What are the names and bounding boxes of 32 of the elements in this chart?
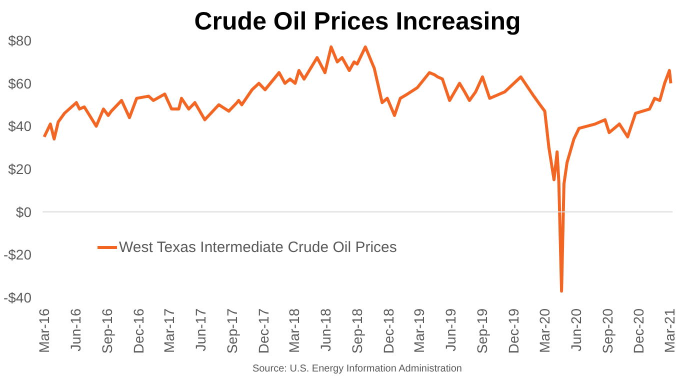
line-series xyxy=(42,45,672,293)
x-tick-label: Sep-19 xyxy=(474,308,490,354)
x-tick-label: Mar-17 xyxy=(161,308,178,353)
x-tick-label: Jun-16 xyxy=(68,308,84,352)
x-tick-label: Dec-20 xyxy=(630,308,647,354)
x-tick-label: Dec-18 xyxy=(380,308,396,354)
y-tick-label: -$20 xyxy=(3,246,32,263)
source-note: Source: U.S. Energy Information Administration xyxy=(252,364,462,374)
y-tick-label: $80 xyxy=(8,32,32,48)
x-tick-label: Dec-16 xyxy=(130,308,146,354)
x-tick-label: Mar-18 xyxy=(286,308,302,353)
x-tick-label: Jun-18 xyxy=(318,308,334,352)
chart-title: Crude Oil Prices Increasing xyxy=(194,8,521,36)
x-tick-label: Mar-21 xyxy=(661,308,678,353)
legend-label: West Texas Intermediate Crude Oil Prices xyxy=(119,238,397,256)
x-tick-label: Sep-17 xyxy=(224,308,240,354)
x-tick-label: Sep-20 xyxy=(599,308,616,354)
x-tick-label: Mar-19 xyxy=(411,308,428,353)
x-tick-label: Dec-17 xyxy=(255,308,272,354)
x-tick-label: Mar-20 xyxy=(536,308,552,353)
y-tick-label: -$40 xyxy=(3,290,32,306)
x-tick-label: Jun-20 xyxy=(568,308,584,352)
x-tick-label: Mar-16 xyxy=(36,308,52,353)
x-tick-label: Sep-16 xyxy=(99,308,116,354)
y-tick-label: $60 xyxy=(8,75,32,92)
y-tick-label: $20 xyxy=(8,161,32,177)
x-tick-label: Dec-19 xyxy=(505,308,522,354)
y-tick-label: $0 xyxy=(16,204,32,220)
x-tick-label: Sep-18 xyxy=(349,308,366,354)
y-tick-label: $40 xyxy=(8,118,32,134)
x-tick-label: Jun-19 xyxy=(442,308,459,352)
x-tick-label: Jun-17 xyxy=(192,308,209,352)
